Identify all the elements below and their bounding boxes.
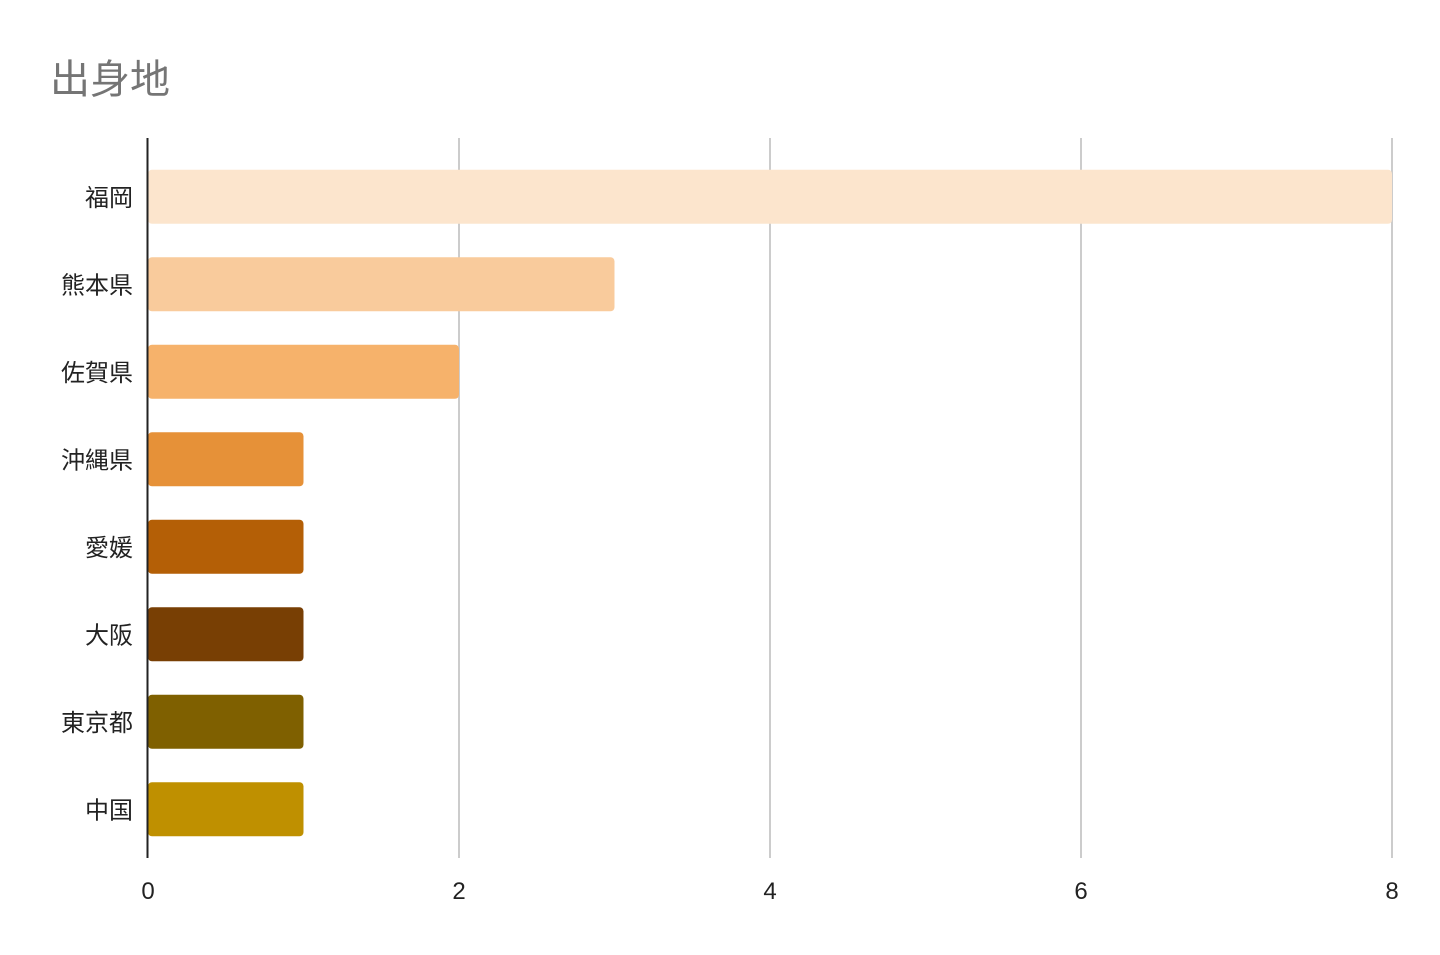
bar bbox=[148, 344, 459, 399]
chart-title: 出身地 bbox=[50, 57, 170, 103]
x-tick-label: 0 bbox=[141, 878, 154, 905]
category-label: 中国 bbox=[85, 796, 133, 824]
category-label: 沖縄県 bbox=[61, 446, 133, 474]
category-label: 愛媛 bbox=[85, 534, 133, 562]
bars bbox=[148, 169, 1392, 837]
bar bbox=[148, 782, 304, 837]
category-label: 熊本県 bbox=[61, 271, 133, 299]
x-tick-labels: 0 2 4 6 8 bbox=[141, 878, 1398, 905]
bar bbox=[148, 169, 1392, 224]
x-tick-label: 4 bbox=[763, 878, 776, 905]
x-tick-label: 6 bbox=[1074, 878, 1087, 905]
bar bbox=[148, 519, 304, 574]
category-label: 大阪 bbox=[85, 621, 133, 649]
x-tick-label: 2 bbox=[452, 878, 465, 905]
category-label: 佐賀県 bbox=[61, 359, 133, 387]
bar bbox=[148, 432, 304, 487]
bar bbox=[148, 257, 615, 312]
bar bbox=[148, 607, 304, 662]
category-label: 東京都 bbox=[61, 709, 133, 737]
bar bbox=[148, 694, 304, 749]
gridlines bbox=[458, 138, 1393, 858]
category-label: 福岡 bbox=[85, 184, 133, 212]
x-tick-label: 8 bbox=[1385, 878, 1398, 905]
